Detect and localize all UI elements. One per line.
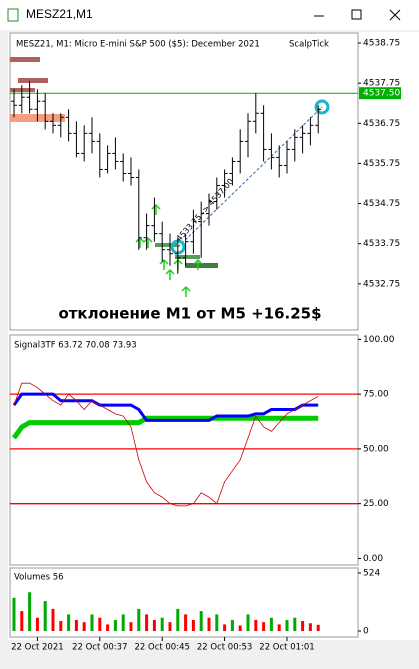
volume-bar: [277, 624, 281, 632]
zone: [155, 243, 177, 247]
y-tick-label: 0: [363, 627, 369, 637]
chart-area: [8, 32, 419, 640]
volume-bar: [51, 608, 55, 632]
x-tick-label: 22 Oct 2021: [11, 643, 64, 653]
volume-bar: [223, 624, 227, 632]
volume-bar: [184, 614, 188, 632]
volume-bar: [137, 608, 141, 632]
volume-bar: [82, 622, 86, 632]
y-tick-label: 4537.75: [363, 79, 400, 89]
y-tick-label: 524: [363, 568, 380, 578]
volume-bar: [98, 617, 102, 632]
zone: [175, 255, 200, 259]
chart-header: MESZ21, M1: Micro E-mini S&P 500 ($5): D…: [16, 40, 260, 50]
indicator-name: ScalpTick: [289, 40, 329, 50]
level-label: 4537.50: [363, 89, 400, 99]
volume-bar: [160, 617, 164, 632]
volume-bar: [293, 617, 297, 632]
volume-bar: [152, 619, 156, 632]
annotation: отклонение M1 от M5 +16.25$: [58, 305, 321, 323]
y-tick-label: 4538.75: [363, 39, 400, 49]
volume-bar: [67, 614, 71, 632]
series-line: [13, 382, 319, 507]
volume-bar: [301, 621, 305, 632]
volume-bar: [199, 611, 203, 632]
volume-bar: [90, 614, 94, 632]
volume-bar: [12, 597, 16, 632]
app-icon: [7, 8, 19, 22]
volume-bar: [74, 619, 78, 632]
volume-bar: [106, 624, 110, 632]
volume-bar: [145, 614, 149, 632]
y-tick-label: 25.00: [363, 499, 389, 509]
volume-bar: [207, 617, 211, 632]
volume-bar: [269, 617, 273, 632]
zone: [185, 263, 218, 268]
volume-bar: [35, 617, 39, 632]
level-box: [359, 87, 401, 100]
y-tick-label: 4532.75: [363, 279, 400, 289]
volume-bar: [262, 622, 266, 632]
y-tick-label: 75.00: [363, 390, 389, 400]
volume-bar: [238, 625, 242, 632]
oscillator-title: Signal3TF 63.72 70.08 73.93: [14, 341, 137, 351]
y-tick-label: 100.00: [363, 335, 395, 345]
window-title: MESZ21,M1: [26, 7, 93, 21]
x-tick-label: 22 Oct 00:37: [72, 643, 127, 653]
x-tick-label: 22 Oct 00:53: [197, 643, 252, 653]
series-line: [11, 415, 319, 440]
volume-bar: [20, 611, 24, 632]
volume-pane: [9, 567, 359, 638]
volume-bar: [285, 619, 289, 632]
zone: [10, 88, 35, 92]
y-tick-label: 0.00: [363, 554, 383, 564]
volume-bar: [246, 614, 250, 632]
x-tick-label: 22 Oct 00:45: [134, 643, 189, 653]
y-tick-label: 4533.75: [363, 239, 400, 249]
y-tick-label: 4535.75: [363, 159, 400, 169]
volume-bar: [43, 601, 47, 632]
maximize-button[interactable]: [351, 9, 362, 20]
zone: [18, 78, 48, 83]
volume-bar: [59, 621, 63, 632]
series-line: [12, 392, 319, 422]
volume-bar: [215, 614, 219, 632]
volume-bar: [254, 619, 258, 632]
trend-line: [177, 106, 323, 248]
volume-bar: [316, 624, 320, 632]
y-tick-label: 4536.75: [363, 119, 400, 129]
volume-bar: [191, 619, 195, 632]
volume-bar: [308, 623, 312, 632]
oscillator-pane: [9, 334, 359, 566]
volume-bar: [176, 608, 180, 632]
volume-bar: [168, 622, 172, 632]
main-pane: [9, 32, 359, 331]
y-tick-label: 4534.75: [363, 199, 400, 209]
volume-title: Volumes 56: [14, 573, 64, 583]
volume-bar: [129, 622, 133, 632]
volume-bar: [121, 614, 125, 632]
zone: [10, 57, 40, 62]
volume-bar: [28, 592, 32, 632]
marker: [314, 99, 330, 115]
y-tick-label: 50.00: [363, 444, 389, 454]
x-tick-label: 22 Oct 01:01: [259, 643, 314, 653]
title-bar: [0, 0, 419, 30]
volume-bar: [230, 619, 234, 632]
volume-bar: [113, 619, 117, 632]
close-button[interactable]: [389, 9, 401, 21]
